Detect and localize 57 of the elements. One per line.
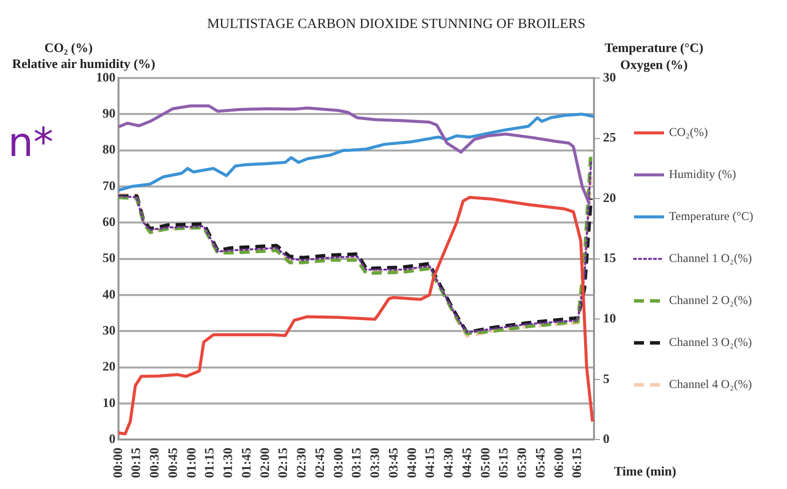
legend-label: Channel 3 O₂(%) xyxy=(669,334,752,349)
y2-tick-label: 5 xyxy=(603,370,610,386)
chart-title: MULTISTAGE CARBON DIOXIDE STUNNING OF BROILERS xyxy=(207,17,586,32)
y-tick-label: 20 xyxy=(102,358,116,374)
x-tick-label: 03:30 xyxy=(367,448,382,478)
x-tick-label: 02:15 xyxy=(275,447,290,478)
x-tick-label: 03:45 xyxy=(385,447,400,478)
y2-axis-title: Temperature (°C) Oxygen (%) xyxy=(604,40,704,72)
x-tick-label: 02:00 xyxy=(256,448,272,478)
x-tick-label: 02:30 xyxy=(294,448,309,478)
x-tick-label: 05:15 xyxy=(496,447,511,478)
y2-tick-label: 30 xyxy=(603,69,616,84)
x-tick-label: 06:00 xyxy=(550,448,566,478)
y2-tick-label: 10 xyxy=(603,310,616,326)
x-tick-label: 05:45 xyxy=(532,447,548,478)
y2-tick-label: 15 xyxy=(603,250,616,266)
x-tick-label: 02:45 xyxy=(312,447,327,478)
legend-label: Temperature (°C) xyxy=(669,208,754,223)
x-tick-label: 01:30 xyxy=(220,448,236,478)
legend-label: Channel 4 O₂(%) xyxy=(669,376,752,391)
y-tick-label: 0 xyxy=(109,431,116,446)
x-tick-label: 01:00 xyxy=(183,448,198,478)
x-tick-label: 03:15 xyxy=(348,447,364,478)
legend-label: Channel 2 O₂(%) xyxy=(669,292,752,307)
y-tick-label: 10 xyxy=(102,394,116,410)
x-tick-label: 04:00 xyxy=(404,448,419,478)
legend-label: Channel 1 O₂(%) xyxy=(669,250,752,265)
y-tick-label: 30 xyxy=(102,322,116,338)
y2-tick-label: 20 xyxy=(603,190,616,205)
y-tick-label: 100 xyxy=(96,69,116,84)
y-tick-label: 60 xyxy=(102,214,116,230)
y-tick-label: 50 xyxy=(102,250,116,266)
x-tick-label: 06:15 xyxy=(569,447,584,478)
y-tick-label: 40 xyxy=(102,286,116,302)
y-axis-title: CO₂ (%) Relative air humidity (%) xyxy=(12,40,156,71)
x-tick-label: 00:15 xyxy=(128,447,144,478)
x-axis-title: Time (min) xyxy=(614,464,676,479)
x-tick-label: 00:00 xyxy=(110,448,125,478)
x-tick-label: 00:45 xyxy=(164,447,180,478)
x-tick-label: 04:15 xyxy=(422,447,438,478)
x-tick-label: 05:30 xyxy=(514,448,530,478)
y-tick-label: 70 xyxy=(102,178,116,193)
x-tick-label: 04:30 xyxy=(440,448,456,478)
x-tick-label: 05:00 xyxy=(477,448,492,478)
y2-tick-label: 0 xyxy=(603,431,610,446)
line-series xyxy=(118,194,593,334)
x-tick-label: 03:00 xyxy=(330,448,346,478)
text: n* xyxy=(8,120,54,166)
x-tick-label: 04:45 xyxy=(458,447,474,478)
x-tick-label: 00:30 xyxy=(146,448,162,478)
y-tick-label: 90 xyxy=(102,106,116,121)
legend-label: Humidity (%) xyxy=(669,166,736,181)
legend-label: CO₂(%) xyxy=(669,124,708,139)
y-tick-label: 80 xyxy=(102,142,116,157)
x-tick-label: 01:45 xyxy=(238,447,254,478)
x-tick-label: 01:15 xyxy=(202,447,217,478)
y2-tick-label: 25 xyxy=(603,130,616,145)
